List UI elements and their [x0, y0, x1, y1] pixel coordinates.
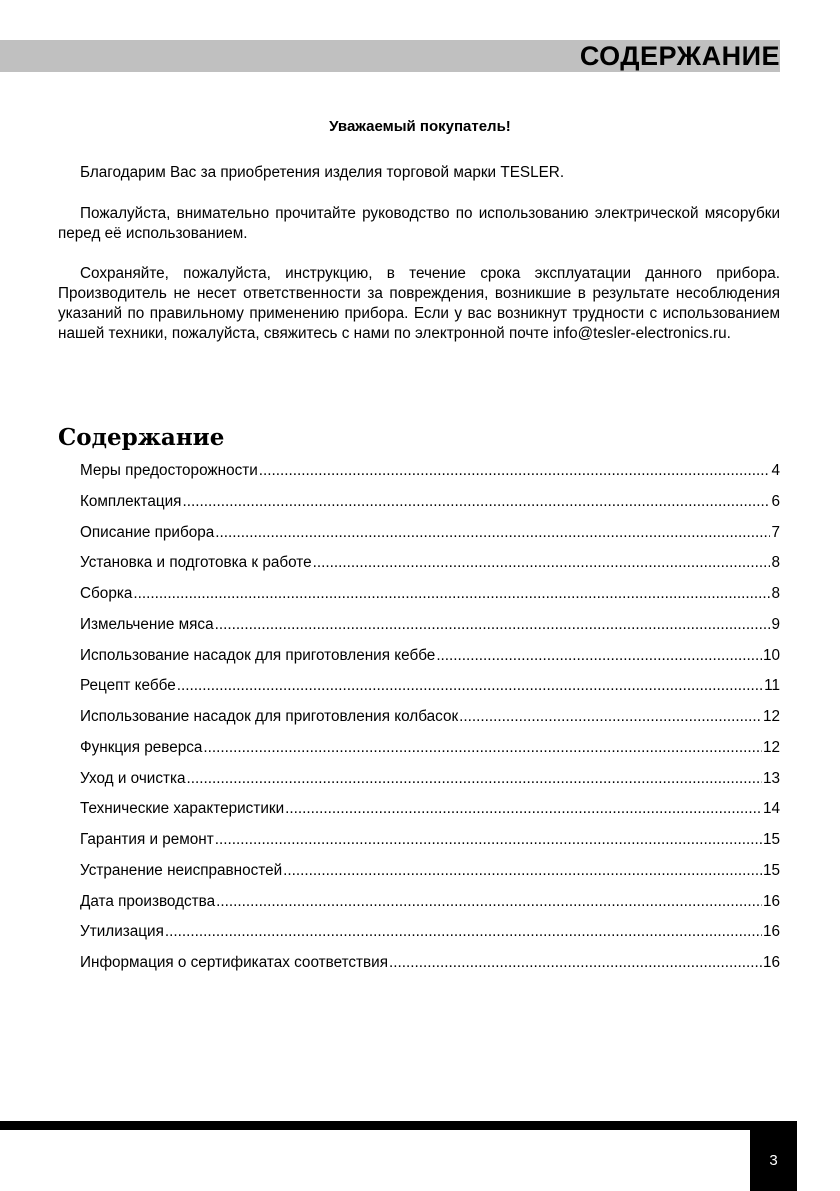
toc-entry-label: Дата производства [80, 892, 216, 910]
toc-entry-page: 16 [762, 954, 780, 971]
greeting: Уважаемый покупатель! [329, 118, 511, 135]
toc-entry[interactable]: Комплектация 6 [80, 492, 780, 523]
toc-leader-dots [285, 799, 762, 819]
toc-entry-page: 8 [771, 554, 780, 572]
toc-leader-dots [215, 523, 770, 543]
toc-leader-dots [215, 615, 771, 635]
toc-leader-dots [215, 830, 762, 850]
toc-entry-page: 16 [762, 892, 780, 910]
toc-entry-page: 14 [762, 800, 780, 818]
toc-entry-page: 15 [762, 861, 780, 879]
toc-entry-page: 9 [771, 615, 780, 633]
intro-paragraph: Сохраняйте, пожалуйста, инструкцию, в те… [58, 265, 780, 342]
toc-entry[interactable]: Описание прибора 7 [80, 523, 780, 554]
toc-leader-dots [313, 553, 771, 573]
toc-leader-dots [283, 861, 762, 881]
toc-entry-label: Измельчение мяса [80, 615, 214, 633]
toc-entry-page: 12 [762, 708, 780, 725]
header-title: СОДЕРЖАНИЕ [579, 41, 780, 71]
toc-title: Содержание [58, 424, 225, 451]
intro-paragraph: Пожалуйста, внимательно прочитайте руков… [58, 205, 780, 242]
toc-leader-dots [165, 922, 762, 942]
toc-entry-page: 15 [762, 831, 780, 848]
toc-entry[interactable]: Сборка 8 [80, 584, 780, 615]
toc-entry-label: Использование насадок для приготовления … [80, 646, 436, 664]
toc-entry[interactable]: Рецепт кеббе 11 [80, 676, 780, 707]
footer-bar [0, 1121, 797, 1130]
toc-entry-label: Рецепт кеббе [80, 677, 176, 695]
toc-entry-page: 6 [771, 492, 780, 510]
toc-leader-dots [389, 953, 762, 973]
toc-entry[interactable]: Устранение неисправностей 15 [80, 861, 780, 892]
toc-leader-dots [177, 676, 763, 696]
intro-paragraph: Благодарим Вас за приобретения изделия т… [80, 164, 565, 181]
toc-entry-label: Информация о сертификатах соответствия [80, 954, 389, 971]
toc-entry-label: Сборка [80, 585, 133, 602]
toc-leader-dots [203, 738, 762, 758]
toc-entry-label: Установка и подготовка к работе [80, 554, 312, 572]
toc-leader-dots [133, 584, 770, 604]
toc-entry[interactable]: Дата производства 16 [80, 892, 780, 923]
toc-entry[interactable]: Технические характеристики 14 [80, 799, 780, 830]
toc-entry-page: 12 [762, 738, 780, 756]
toc-entry-page: 8 [771, 585, 780, 602]
toc-leader-dots [259, 461, 771, 481]
toc-entry[interactable]: Меры предосторожности 4 [80, 461, 780, 492]
toc-entry-label: Уход и очистка [80, 769, 186, 787]
toc-entry[interactable]: Установка и подготовка к работе 8 [80, 553, 780, 584]
table-of-contents: Меры предосторожности 4 Комплектация 6 Описа… [80, 461, 780, 984]
toc-entry[interactable]: Информация о сертификатах соответствия 16 [80, 953, 780, 984]
toc-entry[interactable]: Уход и очистка 13 [80, 769, 780, 800]
toc-entry[interactable]: Использование насадок для приготовления … [80, 646, 780, 677]
toc-leader-dots [436, 646, 762, 666]
toc-entry-page: 7 [771, 523, 780, 541]
toc-entry-label: Меры предосторожности [80, 462, 258, 479]
header-bar: СОДЕРЖАНИЕ [0, 40, 780, 72]
page-number-box [750, 1121, 797, 1191]
toc-entry-page: 4 [771, 462, 780, 479]
toc-entry[interactable]: Утилизация 16 [80, 922, 780, 953]
toc-leader-dots [182, 492, 770, 512]
toc-entry-page: 16 [762, 923, 780, 941]
toc-entry-label: Использование насадок для приготовления … [80, 708, 459, 725]
toc-entry-label: Утилизация [80, 923, 164, 941]
toc-entry-label: Технические характеристики [80, 800, 285, 818]
toc-entry[interactable]: Гарантия и ремонт 15 [80, 830, 780, 861]
toc-entry-label: Комплектация [80, 492, 182, 510]
toc-entry-page: 13 [762, 769, 780, 787]
toc-entry[interactable]: Измельчение мяса 9 [80, 615, 780, 646]
toc-leader-dots [216, 892, 762, 912]
toc-entry[interactable]: Функция реверса 12 [80, 738, 780, 769]
toc-entry-label: Устранение неисправностей [80, 861, 283, 879]
toc-entry-label: Описание прибора [80, 523, 215, 541]
toc-leader-dots [459, 707, 762, 727]
toc-entry-label: Гарантия и ремонт [80, 831, 214, 848]
toc-entry-label: Функция реверса [80, 738, 203, 756]
toc-entry-page: 10 [762, 646, 780, 664]
toc-entry-page: 11 [764, 677, 780, 695]
toc-leader-dots [187, 769, 762, 789]
toc-entry[interactable]: Использование насадок для приготовления … [80, 707, 780, 738]
page-number: 3 [769, 1152, 778, 1169]
